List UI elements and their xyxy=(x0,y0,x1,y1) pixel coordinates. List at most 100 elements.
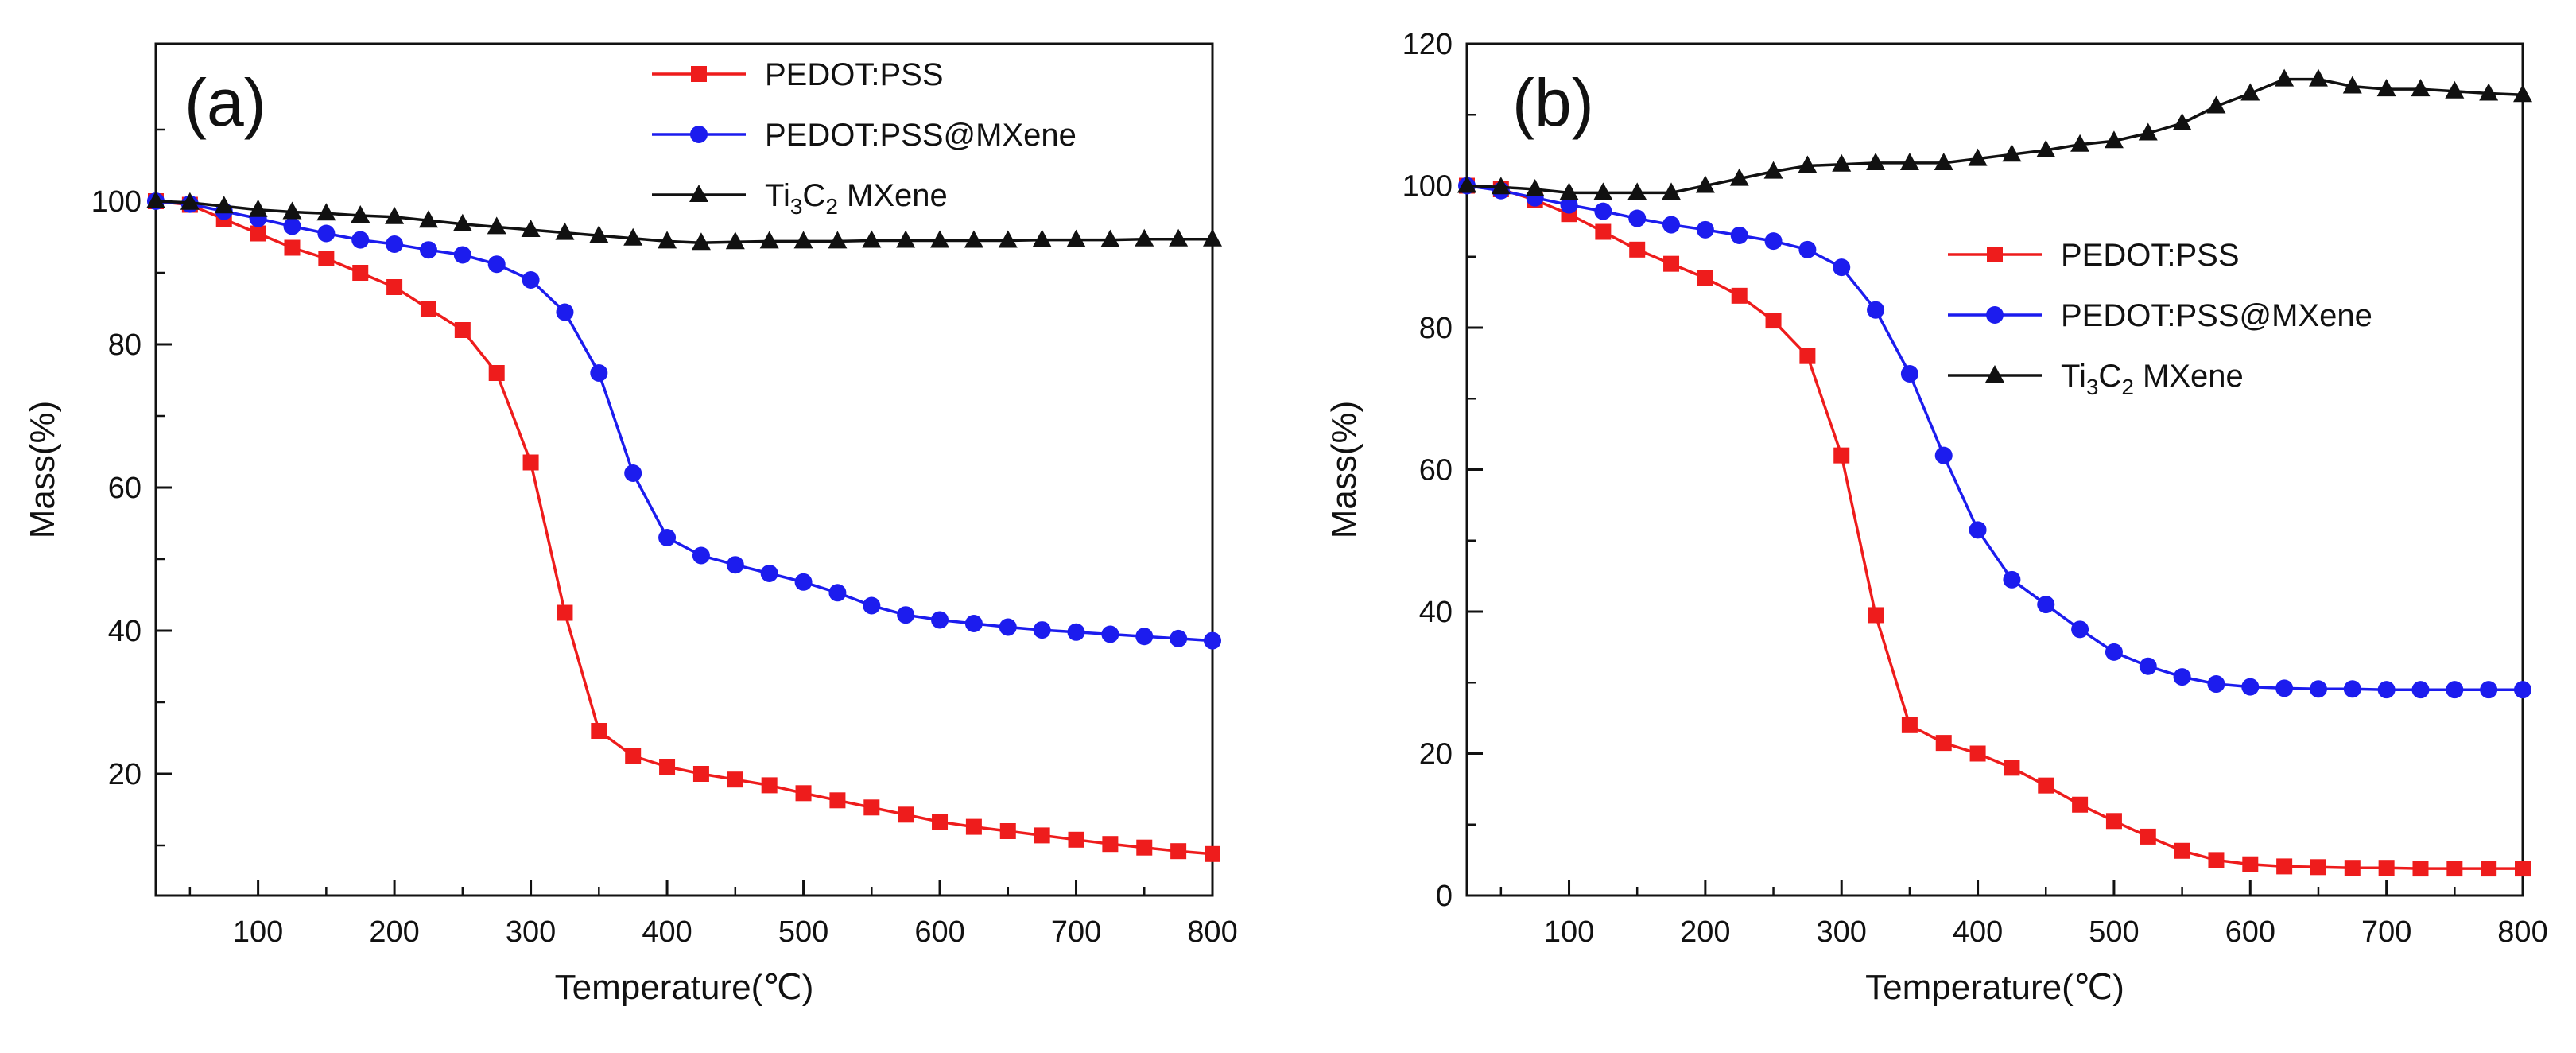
data-point xyxy=(863,799,880,816)
data-point xyxy=(385,206,405,224)
data-point xyxy=(2342,76,2362,94)
data-point xyxy=(2174,842,2190,859)
data-point xyxy=(1663,255,1680,272)
data-point xyxy=(760,565,778,582)
data-point xyxy=(999,823,1016,839)
series-line xyxy=(155,200,1213,643)
x-tick-label: 100 xyxy=(233,915,283,949)
y-axis-title: Mass(%) xyxy=(23,401,62,539)
data-point xyxy=(453,246,471,264)
data-point xyxy=(317,224,336,243)
data-point xyxy=(623,227,643,246)
legend-item-pedot-pss-mxene: PEDOT:PSS@MXene xyxy=(652,118,1077,153)
data-point xyxy=(2206,95,2226,114)
data-point xyxy=(1525,178,1545,196)
y-tick-label: 60 xyxy=(108,472,142,505)
data-point xyxy=(964,615,983,632)
legend-label: Ti3C2 MXene xyxy=(2061,359,2244,399)
legend: PEDOT:PSS PEDOT:PSS@MXene Ti3C2 MXene xyxy=(652,57,1077,219)
data-point xyxy=(1033,621,1051,639)
data-point xyxy=(863,596,881,615)
legend-label-part: C xyxy=(802,178,825,213)
x-tick-label: 800 xyxy=(1187,915,1237,949)
data-point xyxy=(1798,155,1818,173)
data-point xyxy=(1899,152,1919,170)
data-point xyxy=(965,818,982,835)
data-point xyxy=(1102,836,1119,853)
data-point xyxy=(2513,84,2532,103)
legend-item-pedot-pss: PEDOT:PSS xyxy=(652,57,944,92)
data-point xyxy=(897,606,915,624)
y-tick-label: 40 xyxy=(1419,596,1453,629)
data-point xyxy=(2411,79,2431,97)
data-point xyxy=(180,192,200,210)
data-point xyxy=(1594,202,1612,220)
data-point xyxy=(2104,130,2124,149)
data-point xyxy=(1595,223,1612,240)
data-point xyxy=(316,203,336,221)
data-point xyxy=(726,556,744,574)
y-tick-label: 80 xyxy=(108,328,142,362)
x-tick-label: 100 xyxy=(1544,915,1594,949)
plot-frame xyxy=(154,42,1214,897)
data-point xyxy=(1628,209,1647,227)
data-point xyxy=(1969,745,1986,762)
data-point xyxy=(214,196,234,214)
data-point xyxy=(1832,153,1852,172)
legend-label-part: 2 xyxy=(825,194,838,219)
data-point xyxy=(795,785,812,802)
data-point xyxy=(691,232,711,251)
data-point xyxy=(1491,177,1511,195)
x-tick-label: 600 xyxy=(914,915,964,949)
series-pedot-pss xyxy=(148,193,1220,862)
data-point xyxy=(1934,446,1953,464)
data-point xyxy=(521,220,541,237)
data-point xyxy=(2004,760,2020,776)
data-point xyxy=(1697,270,1713,286)
data-point xyxy=(624,464,642,482)
data-point xyxy=(2308,68,2328,87)
x-tick-label: 300 xyxy=(506,915,556,949)
data-point xyxy=(2037,596,2055,614)
data-point xyxy=(727,771,743,788)
data-point xyxy=(1900,365,1918,383)
legend-label: PEDOT:PSS@MXene xyxy=(2061,298,2372,333)
x-tick-label: 500 xyxy=(778,915,828,949)
legend-label-part: MXene xyxy=(2134,359,2244,394)
data-point xyxy=(557,604,573,621)
data-point xyxy=(2072,796,2089,813)
legend-marker xyxy=(1986,306,2004,324)
data-point xyxy=(1629,241,1646,258)
data-point xyxy=(2276,858,2293,875)
data-point xyxy=(964,230,983,248)
legend-label: PEDOT:PSS@MXene xyxy=(765,118,1077,153)
data-point xyxy=(1457,175,1476,193)
data-point xyxy=(351,205,370,223)
data-point xyxy=(2275,679,2294,697)
data-point xyxy=(1695,175,1715,193)
legend-label: PEDOT:PSS xyxy=(2061,238,2240,273)
data-point xyxy=(2377,681,2396,699)
data-point xyxy=(2138,122,2158,141)
y-tick-label: 40 xyxy=(108,615,142,648)
data-point xyxy=(759,231,779,249)
legend-item-ti3c2-mxene: Ti3C2 MXene xyxy=(1948,359,2244,399)
data-point xyxy=(658,529,677,546)
data-point xyxy=(556,303,574,321)
data-point xyxy=(248,199,268,217)
data-point xyxy=(930,230,950,248)
legend-label-part: MXene xyxy=(838,178,948,213)
data-point xyxy=(420,301,436,317)
data-point xyxy=(2240,83,2260,101)
data-point xyxy=(1066,229,1086,247)
data-point xyxy=(2309,680,2327,698)
data-point xyxy=(418,210,438,228)
data-point xyxy=(1833,447,1850,464)
data-point xyxy=(1969,521,1987,539)
data-point xyxy=(2411,681,2430,699)
data-point xyxy=(761,777,778,794)
data-point xyxy=(283,217,301,235)
data-point xyxy=(1935,735,1952,752)
legend-item-pedot-pss-mxene: PEDOT:PSS@MXene xyxy=(1948,298,2372,333)
